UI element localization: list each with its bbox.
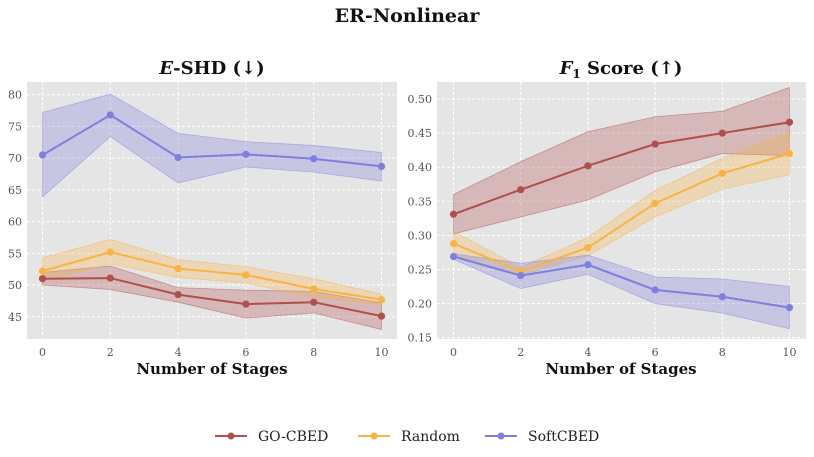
x-tick-label: 4 [584,346,591,359]
data-point-softcbed [449,252,458,261]
data-point-random [651,199,659,207]
x-tick-label: 4 [175,346,182,359]
y-tick-label: 0.35 [408,195,433,208]
data-point-go-cbed [174,290,182,299]
data-point-go-cbed [310,298,318,306]
y-tick-label: 45 [8,311,22,324]
series-line-random [453,152,790,273]
data-point-random [106,248,114,256]
y-tick-label: 0.20 [408,298,433,311]
data-point-go-cbed [584,162,592,170]
panel-title-subscript: 1 [572,67,580,81]
panel-shd: 45 50 55 60 65 70 75 80 0 2 4 6 8 10 E-SHD (↓) Numbe… [8,58,397,378]
data-point-softcbed [785,304,794,312]
panel-title-f1: F1 Score (↑) [559,58,683,81]
data-point-go-cbed [106,274,114,282]
x-tick-label: 2 [517,346,524,359]
legend-label-go-cbed: GO-CBED [258,429,328,445]
series-line-go-cbed [42,277,382,318]
legend: GO-CBED Random SoftCBED [215,429,599,445]
x-tick-label: 0 [450,346,457,359]
x-tick-label: 0 [39,346,46,359]
panel-title-text: -SHD (↓) [173,58,264,79]
x-tick-label: 10 [783,346,797,359]
data-point-go-cbed [449,210,458,218]
y-tick-label: 65 [8,184,22,197]
data-point-random [449,239,458,248]
legend-item-go-cbed[interactable]: GO-CBED [215,429,328,445]
panel-f1: 0.15 0.20 0.25 0.30 0.35 0.40 0.45 0.50 0 2 4 6 8 10… [408,58,806,378]
x-tick-label: 8 [310,346,317,359]
data-point-go-cbed [377,312,386,320]
data-point-softcbed [310,155,318,163]
y-tick-label: 60 [8,216,22,229]
data-point-go-cbed [242,300,250,308]
data-point-go-cbed [718,129,726,137]
data-point-softcbed [174,153,182,162]
data-point-softcbed [242,150,250,158]
data-point-random [584,244,592,252]
legend-item-softcbed[interactable]: SoftCBED [485,429,599,445]
y-tick-label: 75 [8,120,22,133]
x-tick-label: 6 [242,346,249,359]
legend-marker-random [370,432,378,440]
y-tick-label: 0.25 [408,263,433,276]
legend-label-random: Random [401,429,460,445]
data-point-random [377,296,386,304]
data-point-random [174,264,182,273]
data-point-softcbed [584,261,592,269]
legend-item-random[interactable]: Random [358,429,460,445]
panel-title-shd: E-SHD (↓) [158,58,264,79]
data-point-softcbed [651,286,659,294]
legend-marker-softcbed [497,432,505,440]
y-tick-label: 0.50 [408,93,433,106]
legend-marker-go-cbed [227,432,235,440]
data-point-softcbed [377,162,386,170]
x-tick-label: 6 [652,346,659,359]
y-tick-label: 0.30 [408,229,433,242]
y-tick-label: 0.40 [408,161,433,174]
y-tick-label: 0.45 [408,127,433,140]
plot-area-f1 [437,82,806,339]
data-point-softcbed [38,151,47,159]
data-point-random [38,267,47,275]
y-tick-label: 70 [8,152,22,165]
data-point-random [785,149,794,158]
x-axis-label-f1: Number of Stages [545,360,696,378]
y-tick-label: 0.15 [408,332,433,345]
confidence-band-softcbed [42,93,382,198]
legend-label-softcbed: SoftCBED [528,429,599,445]
series-line-softcbed [453,255,790,309]
data-point-random [310,285,318,293]
figure-title: ER-Nonlinear [335,5,481,27]
y-tick-label: 80 [8,89,22,102]
panel-title-symbol: F [559,58,574,79]
y-tick-label: 50 [8,279,22,292]
plot-area-shd [27,82,397,339]
data-point-go-cbed [517,186,525,194]
series-line-random [42,251,382,301]
panel-title-symbol: E [158,58,173,79]
data-point-go-cbed [38,275,47,283]
x-axis-label-shd: Number of Stages [136,360,287,378]
data-point-go-cbed [785,118,794,126]
panel-title-text: Score (↑) [581,58,683,79]
x-tick-label: 10 [375,346,389,359]
data-point-softcbed [106,111,114,119]
x-tick-label: 8 [719,346,726,359]
x-tick-label: 2 [107,346,114,359]
series-line-go-cbed [453,121,790,216]
data-point-softcbed [718,293,726,301]
data-point-random [718,169,726,177]
data-point-softcbed [517,272,525,280]
data-point-random [242,271,250,279]
series-line-softcbed [41,113,382,168]
data-point-go-cbed [651,140,659,148]
y-tick-label: 55 [8,247,22,260]
